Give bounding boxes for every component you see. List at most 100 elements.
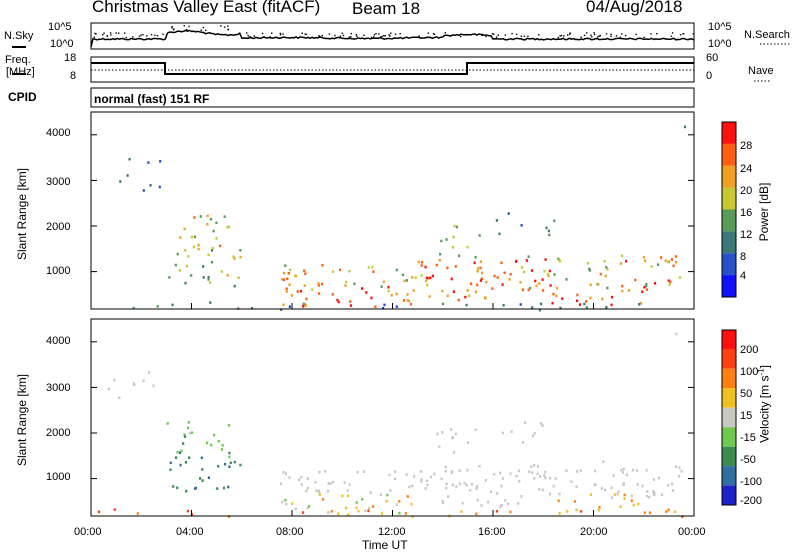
heatmap-cell (444, 465, 447, 469)
heatmap-cell (298, 478, 301, 481)
heatmap-cell (452, 451, 456, 454)
heatmap-cell (476, 269, 479, 273)
heatmap-cell (484, 296, 487, 300)
heatmap-cell (501, 477, 504, 480)
heatmap-cell (603, 259, 606, 263)
nsky-dot (586, 32, 588, 34)
heatmap-cell (521, 288, 525, 292)
heatmap-cell (288, 283, 291, 286)
heatmap-cell (455, 225, 458, 229)
heatmap-cell (199, 477, 202, 480)
heatmap-cell (372, 505, 375, 508)
heatmap-cell (631, 468, 634, 472)
heatmap-cell (672, 264, 675, 268)
heatmap-cell (637, 502, 640, 506)
heatmap-cell (438, 445, 441, 448)
colorbar-swatch (722, 427, 736, 447)
heatmap-cell (606, 268, 609, 271)
nsky-dot (593, 32, 595, 34)
heatmap-cell (558, 512, 561, 515)
heatmap-cell (159, 160, 162, 163)
nsky-dot (560, 34, 563, 37)
nsky-dot (102, 34, 104, 36)
nsky-dot (186, 29, 188, 31)
heatmap-cell (576, 299, 579, 303)
heatmap-cell (187, 421, 190, 424)
heatmap-cell (509, 510, 512, 514)
heatmap-cell (142, 379, 145, 382)
heatmap-cell (540, 422, 543, 425)
heatmap-cell (347, 513, 350, 516)
heatmap-cell (228, 465, 231, 468)
nsky-dot (249, 36, 252, 38)
nsky-dot (682, 33, 685, 35)
nsky-dot (599, 34, 601, 37)
heatmap-cell (446, 294, 449, 298)
heatmap-cell (557, 257, 560, 261)
heatmap-cell (463, 481, 466, 485)
heatmap-cell (401, 273, 404, 277)
heatmap-cell (519, 303, 522, 306)
heatmap-cell (517, 502, 520, 505)
heatmap-cell (466, 468, 469, 472)
xtick-5: 20:00 (580, 526, 608, 538)
nsky-dot (305, 33, 307, 36)
heatmap-cell (610, 496, 614, 500)
nave-label: Nave (748, 65, 774, 77)
heatmap-cell (285, 502, 288, 506)
heatmap-cell (678, 466, 681, 469)
heatmap-cell (478, 464, 481, 468)
heatmap-cell (405, 279, 408, 282)
velocity-ytick-2000: 2000 (46, 427, 71, 439)
heatmap-cell (558, 259, 561, 263)
nsky-dot (166, 34, 168, 36)
nsky-dot (679, 34, 682, 36)
heatmap-cell (610, 303, 613, 307)
heatmap-cell (573, 500, 577, 503)
velocity-ytick-1000: 1000 (46, 471, 71, 483)
colorbar-swatch (722, 446, 736, 467)
heatmap-cell (675, 332, 678, 336)
heatmap-cell (322, 498, 325, 501)
heatmap-cell (620, 468, 623, 472)
heatmap-cell (314, 481, 317, 484)
heatmap-cell (457, 298, 460, 302)
colorbar-swatch (722, 275, 736, 297)
heatmap-cell (348, 269, 351, 273)
nsky-dot (248, 36, 250, 38)
heatmap-cell (533, 463, 536, 467)
heatmap-cell (589, 283, 592, 287)
heatmap-cell (381, 307, 385, 310)
heatmap-cell (554, 477, 557, 480)
velocity-cb-tick-m15: -15 (740, 432, 756, 444)
nsky-dot (481, 34, 483, 36)
heatmap-cell (420, 470, 423, 473)
heatmap-cell (680, 469, 683, 473)
nsky-dot (350, 32, 352, 35)
heatmap-cell (601, 297, 604, 301)
nsky-dot (162, 33, 164, 35)
heatmap-cell (479, 260, 482, 263)
heatmap-cell (520, 495, 523, 498)
nsky-dot (183, 25, 185, 27)
nsky-dot (598, 35, 600, 37)
heatmap-cell (625, 259, 628, 263)
heatmap-cell (368, 506, 371, 510)
nsky-dot (390, 32, 392, 34)
heatmap-cell (465, 303, 468, 307)
heatmap-cell (553, 273, 556, 276)
heatmap-cell (451, 483, 454, 487)
nsky-dot (140, 34, 142, 36)
heatmap-cell (538, 308, 541, 312)
heatmap-cell (315, 489, 318, 493)
heatmap-cell (288, 305, 291, 308)
nsky-dot (109, 32, 112, 34)
nsky-dot (341, 32, 344, 34)
heatmap-cell (428, 295, 431, 298)
nsky-dot (459, 35, 462, 38)
heatmap-cell (622, 482, 625, 485)
heatmap-cell (468, 294, 471, 297)
heatmap-cell (643, 285, 646, 289)
heatmap-cell (543, 474, 546, 477)
heatmap-cell (280, 482, 283, 485)
